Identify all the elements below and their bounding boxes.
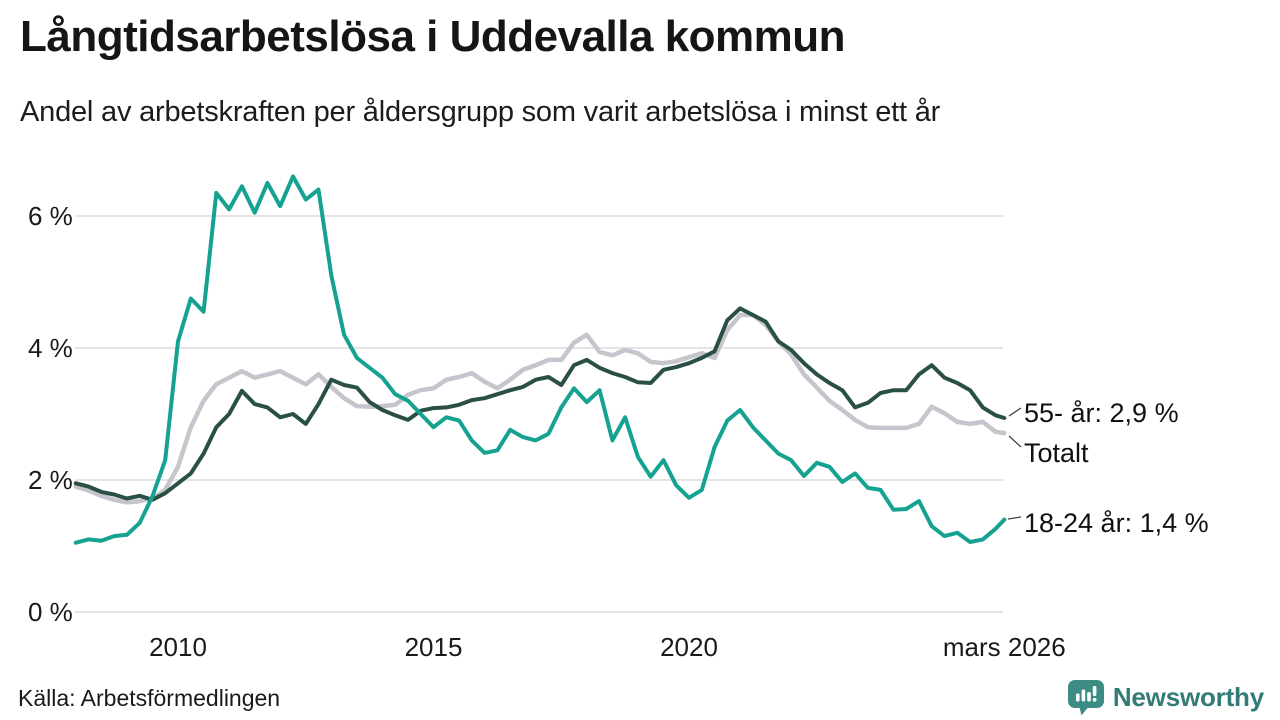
newsworthy-logo: Newsworthy (1067, 679, 1264, 716)
series-line-18-24 (73, 174, 1007, 545)
x-tick-label: 2015 (405, 632, 463, 662)
series-line-55plus (73, 306, 1007, 502)
newsworthy-wordmark: Newsworthy (1112, 682, 1264, 712)
source-caption: Källa: Arbetsförmedlingen (18, 685, 281, 711)
x-tick-label: 2010 (149, 632, 207, 662)
y-axis-tick-labels: 0 % 2 % 4 % 6 % (28, 201, 73, 627)
label-leader-lines (1007, 407, 1022, 520)
series-lines (73, 174, 1007, 545)
y-tick-label: 0 % (28, 597, 73, 627)
page-title: Långtidsarbetslösa i Uddevalla kommun (20, 12, 846, 61)
x-tick-label: 2020 (660, 632, 718, 662)
leader-18-24 (1007, 516, 1022, 520)
leader-total (1008, 435, 1022, 448)
series-end-label-total: Totalt (1024, 438, 1089, 468)
series-line-total (73, 312, 1007, 505)
chart-subtitle: Andel av arbetskraften per åldersgrupp s… (20, 96, 941, 128)
y-tick-label: 2 % (28, 465, 73, 495)
series-end-label-18-24: 18-24 år: 1,4 % (1024, 508, 1209, 538)
newsworthy-icon (1067, 680, 1104, 716)
leader-55plus (1008, 407, 1022, 417)
y-tick-label: 6 % (28, 201, 73, 231)
y-tick-label: 4 % (28, 333, 73, 363)
gridlines (75, 215, 1003, 613)
x-tick-label: mars 2026 (943, 632, 1066, 662)
x-axis-tick-labels: 2010 2015 2020 mars 2026 (149, 632, 1066, 662)
series-end-label-55plus: 55- år: 2,9 % (1024, 398, 1179, 428)
